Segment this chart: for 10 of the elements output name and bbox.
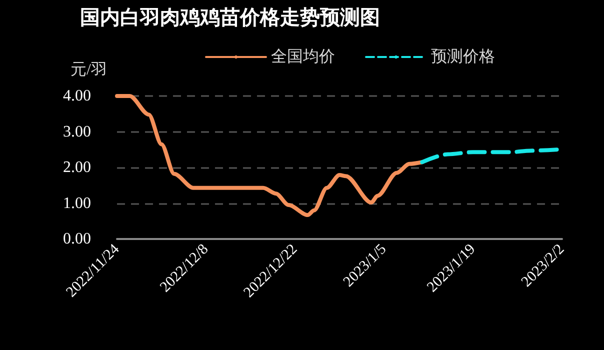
legend-label: 预测价格 bbox=[431, 48, 495, 66]
y-tick-label: 0.00 bbox=[63, 230, 91, 248]
chart-title: 国内白羽肉鸡鸡苗价格走势预测图 bbox=[80, 5, 380, 29]
y-tick-label: 2.00 bbox=[63, 159, 91, 176]
y-tick-label: 1.00 bbox=[63, 194, 91, 212]
y-tick-label: 3.00 bbox=[63, 123, 91, 140]
y-axis-title: 元/羽 bbox=[70, 62, 107, 78]
line-series bbox=[115, 94, 424, 218]
legend-label: 全国均价 bbox=[271, 48, 335, 66]
y-tick-label: 4.00 bbox=[63, 88, 91, 104]
